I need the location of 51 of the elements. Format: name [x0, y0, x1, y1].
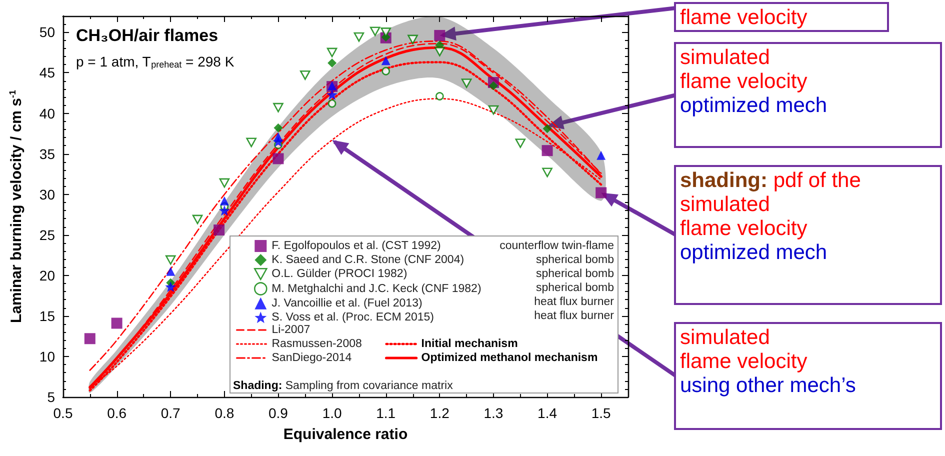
- legend-label: Li-2007: [272, 324, 310, 336]
- legend-label: Initial mechanism: [421, 338, 518, 350]
- y-tick-label: 5: [47, 389, 56, 405]
- y-tick-label: 15: [39, 308, 56, 324]
- x-tick-label: 1.2: [430, 405, 450, 421]
- annotation: shading: pdf of the simulated flame velocity optimized mech: [680, 169, 862, 265]
- annotation: Shading: Sampling from covariance matrix: [233, 380, 454, 392]
- callout-box: flame velocity: [674, 2, 889, 32]
- y-tick-label: 50: [39, 24, 56, 40]
- y-axis-title: Laminar burning velocity / cm s-1: [8, 90, 25, 324]
- legend-label: M. Metghalchi and J.C. Keck (CNF 1982): [272, 282, 482, 295]
- callout-box: simulated flame velocity using other mech’s: [674, 322, 942, 430]
- annotation: counterflow twin-flame: [500, 240, 614, 252]
- annotation: simulated flame velocity optimized mech: [680, 46, 828, 118]
- annotation: heat flux burner: [534, 296, 614, 308]
- x-tick-label: 1.0: [322, 405, 342, 421]
- legend-label: J. Vancoillie et al. (Fuel 2013): [272, 297, 422, 310]
- x-tick-label: 1.1: [376, 405, 396, 421]
- legend-label: SanDiego-2014: [272, 352, 352, 364]
- legend-label: F. Egolfopoulos et al. (CST 1992): [272, 240, 442, 252]
- y-tick-label: 45: [39, 64, 56, 81]
- y-tick-label: 10: [39, 348, 56, 364]
- annotation: spherical bomb: [536, 268, 614, 280]
- callout-box: simulated flame velocity optimized mech: [674, 42, 942, 148]
- legend-label: Rasmussen-2008: [272, 338, 362, 350]
- annotation: flame velocity: [680, 6, 808, 30]
- annotation: heat flux burner: [534, 310, 614, 322]
- legend-label: K. Saeed and C.R. Stone (CNF 2004): [272, 254, 464, 266]
- x-tick-label: 0.7: [160, 405, 181, 421]
- y-tick-label: 40: [39, 105, 56, 122]
- annotation: spherical bomb: [536, 254, 614, 266]
- text: p = 1 atm, Tpreheat = 298 K: [76, 54, 235, 70]
- x-tick-label: 0.5: [53, 405, 73, 421]
- legend-label: O.L. Gülder (PROCI 1982): [272, 268, 408, 280]
- callout-box: shading: pdf of the simulated flame velocity optimized mech: [674, 165, 942, 305]
- text: CH₃OH/air flames: [76, 26, 218, 45]
- x-axis-title: Equivalence ratio: [283, 426, 408, 443]
- x-tick-label: 0.8: [214, 405, 234, 421]
- y-tick-label: 25: [39, 226, 56, 243]
- annotation: spherical bomb: [536, 282, 614, 294]
- y-tick-label: 30: [39, 186, 56, 202]
- x-tick-label: 1.4: [538, 405, 558, 421]
- x-tick-label: 0.6: [107, 405, 127, 421]
- legend-label: Optimized methanol mechanism: [421, 352, 598, 364]
- x-tick-label: 0.9: [268, 405, 288, 421]
- y-tick-label: 35: [39, 146, 56, 162]
- x-tick-label: 1.5: [591, 405, 612, 421]
- annotation: simulated flame velocity using other mech’s: [680, 326, 857, 398]
- y-tick-label: 20: [39, 267, 56, 284]
- legend-label: S. Voss et al. (Proc. ECM 2015): [272, 311, 434, 324]
- x-tick-label: 1.3: [484, 405, 504, 421]
